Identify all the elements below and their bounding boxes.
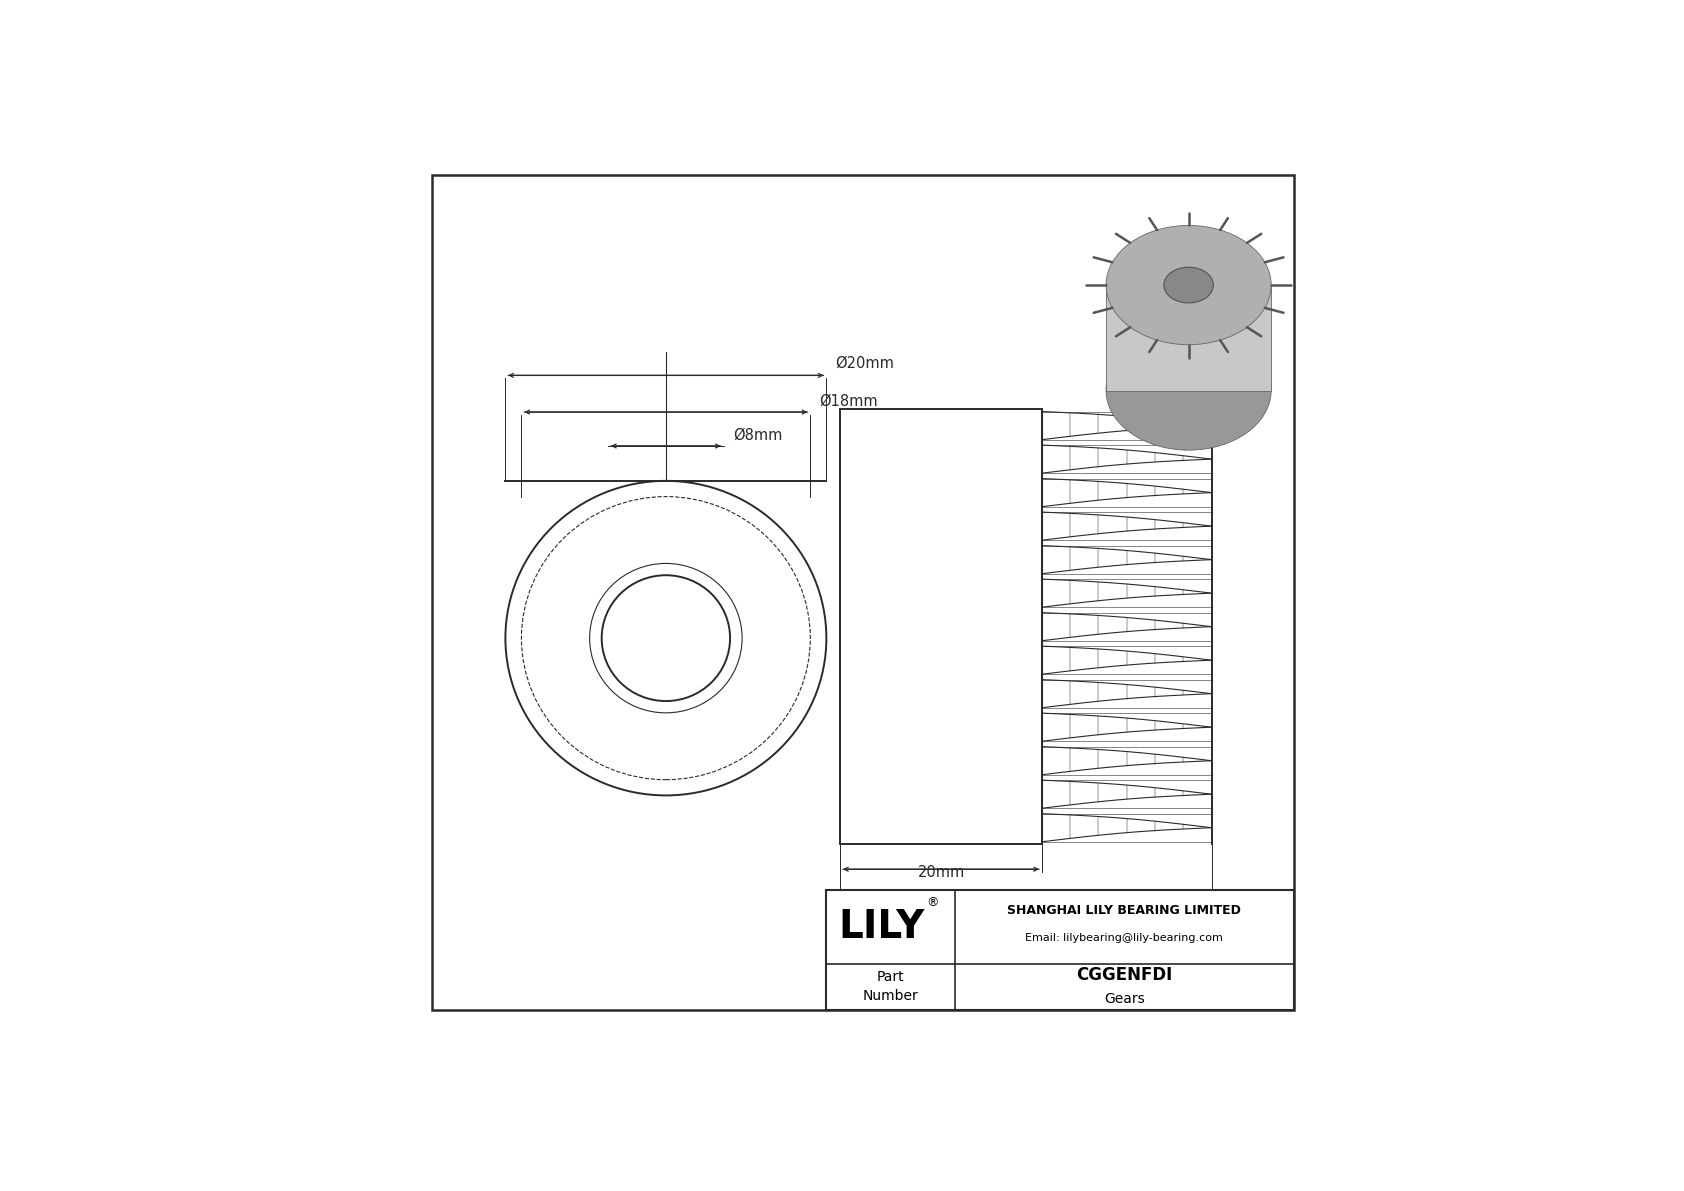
Text: Ø18mm: Ø18mm	[820, 393, 877, 409]
Text: Gears: Gears	[1105, 992, 1145, 1005]
Text: 30mm: 30mm	[1002, 900, 1049, 915]
Ellipse shape	[505, 481, 827, 796]
Text: CGGENFDI: CGGENFDI	[1076, 966, 1172, 984]
Ellipse shape	[1164, 267, 1214, 303]
Text: SHANGHAI LILY BEARING LIMITED: SHANGHAI LILY BEARING LIMITED	[1007, 904, 1241, 917]
Ellipse shape	[1106, 225, 1271, 344]
Text: LILY: LILY	[839, 908, 925, 946]
Polygon shape	[1106, 285, 1271, 391]
Text: Part
Number: Part Number	[862, 969, 918, 1003]
Text: ®: ®	[926, 896, 940, 909]
Bar	[840, 409, 1042, 844]
Text: Email: lilybearing@lily-bearing.com: Email: lilybearing@lily-bearing.com	[1026, 933, 1223, 943]
Bar	[827, 891, 1293, 1010]
Ellipse shape	[601, 575, 731, 701]
Ellipse shape	[589, 563, 743, 713]
Text: 20mm: 20mm	[918, 865, 965, 880]
Text: Ø8mm: Ø8mm	[733, 428, 781, 442]
Ellipse shape	[1106, 331, 1271, 450]
Text: Ø20mm: Ø20mm	[835, 356, 894, 370]
